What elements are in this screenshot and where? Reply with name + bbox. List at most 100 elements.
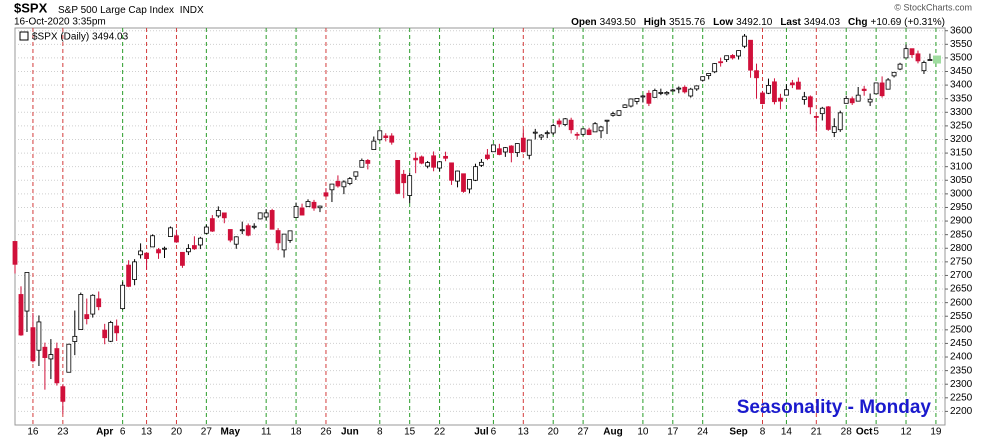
candle-body <box>760 92 765 104</box>
candle-body <box>162 247 167 250</box>
candle-body <box>419 156 425 164</box>
index-name: S&P 500 Large Cap Index INDX <box>58 5 204 16</box>
candle-body <box>556 120 562 125</box>
candle-body <box>628 98 634 107</box>
x-tick-label: Jun <box>341 427 359 438</box>
candle-body <box>921 62 927 72</box>
x-tick-label: 26 <box>320 427 332 438</box>
candle-body <box>544 132 550 135</box>
y-tick-label: 3600 <box>950 25 973 36</box>
y-tick-label: 2450 <box>950 338 973 349</box>
x-tick-label: Apr <box>96 427 113 438</box>
candle-body <box>843 98 849 104</box>
last-price-marker <box>933 55 941 64</box>
candle-body <box>401 173 407 184</box>
candle-body <box>490 144 496 153</box>
candle-body <box>616 110 622 116</box>
candle-body <box>156 249 161 254</box>
y-tick-label: 2350 <box>950 365 973 376</box>
y-tick-label: 2500 <box>950 324 973 335</box>
candle-body <box>335 180 341 187</box>
candle-body <box>694 85 700 90</box>
legend-icon <box>19 31 29 41</box>
candle-body <box>550 125 556 134</box>
x-tick-label: 13 <box>141 427 153 438</box>
candle-body <box>867 98 873 103</box>
candle-body <box>203 226 209 234</box>
candle-body <box>66 343 72 373</box>
x-tick-label: 27 <box>201 427 213 438</box>
candle-body <box>891 71 897 77</box>
candle-body <box>526 139 532 156</box>
x-tick-label: 18 <box>290 427 302 438</box>
quote-value: 3492.10 <box>736 17 773 28</box>
candle-body <box>174 235 179 243</box>
y-tick-label: 3100 <box>950 161 973 172</box>
y-tick-label: 2600 <box>950 297 973 308</box>
candle-body <box>281 233 287 251</box>
y-tick-label: 3300 <box>950 107 973 118</box>
candle-body <box>299 207 305 216</box>
candle-body <box>12 241 18 265</box>
candle-body <box>712 63 718 73</box>
x-tick-label: Oct <box>856 427 873 438</box>
y-tick-label: 2200 <box>950 406 973 417</box>
candle-body <box>108 322 114 342</box>
candle-body <box>819 107 825 115</box>
candle-body <box>855 94 861 102</box>
y-tick-label: 3450 <box>950 66 973 77</box>
candle-body <box>664 92 670 95</box>
x-tick-label: 8 <box>377 427 383 438</box>
candle-body <box>455 170 460 182</box>
candle-body <box>730 55 735 59</box>
candle-body <box>790 82 795 86</box>
y-tick-label: 2250 <box>950 392 973 403</box>
candle-body <box>873 82 879 95</box>
candle-body <box>341 181 347 188</box>
candle-body <box>706 73 712 76</box>
candle-body <box>682 86 688 93</box>
y-tick-label: 2900 <box>950 216 973 227</box>
candle-body <box>634 98 640 102</box>
candle-body <box>879 82 885 97</box>
candle-body <box>766 84 771 94</box>
candle-body <box>227 229 233 241</box>
candle-body <box>377 130 383 141</box>
legend: $SPX (Daily) 3494.03 <box>32 32 129 43</box>
candle-body <box>365 160 371 164</box>
candle-body <box>772 81 777 103</box>
candle-body <box>514 143 520 153</box>
candle-body <box>305 201 311 208</box>
exchange: INDX <box>180 5 204 16</box>
candle-body <box>736 50 741 57</box>
candle-body <box>909 48 915 56</box>
candle-body <box>18 294 24 336</box>
candle-body <box>676 87 682 90</box>
candle-body <box>395 160 401 194</box>
quote-label: Open <box>571 17 597 28</box>
candle-body <box>586 129 592 135</box>
candle-body <box>72 335 78 342</box>
y-tick-label: 3200 <box>950 134 973 145</box>
candle-body <box>861 88 867 91</box>
candle-body <box>293 205 299 218</box>
x-tick-label: 11 <box>261 427 272 438</box>
candle-body <box>658 92 664 94</box>
candle-body <box>825 106 831 130</box>
x-tick-label: 6 <box>491 427 497 438</box>
candle-body <box>42 346 48 358</box>
candle-body <box>431 155 437 168</box>
candle-body <box>413 157 419 161</box>
candle-body <box>30 327 36 362</box>
candle-body <box>389 135 395 143</box>
candle-body <box>807 96 813 108</box>
x-tick-label: 17 <box>667 427 679 438</box>
candle-body <box>407 175 413 196</box>
y-tick-label: 3350 <box>950 93 973 104</box>
candle-body <box>610 113 616 116</box>
quote-value: +10.69 (+0.31%) <box>871 17 946 28</box>
candle-body <box>652 90 658 98</box>
candle-body <box>443 155 448 159</box>
candle-body <box>778 97 783 102</box>
